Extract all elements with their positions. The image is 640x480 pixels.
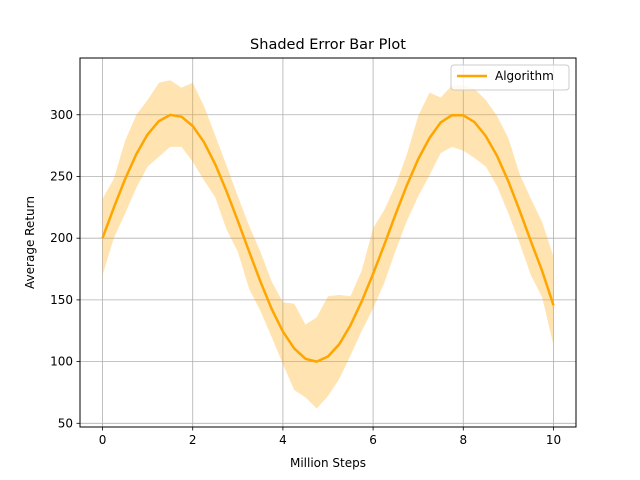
series-line-layer xyxy=(101,113,555,363)
tick-marks xyxy=(76,114,554,431)
y-tick-labels: 50 100 150 200 250 300 xyxy=(50,108,73,431)
y-tick-label: 150 xyxy=(50,293,73,307)
legend-box xyxy=(450,64,570,91)
x-tick-labels: 0 2 4 6 8 10 xyxy=(99,433,561,447)
y-tick-label: 200 xyxy=(50,231,73,245)
x-tick-label: 2 xyxy=(189,433,197,447)
grid xyxy=(80,58,576,427)
y-tick-label: 50 xyxy=(58,416,73,430)
x-tick-label: 8 xyxy=(459,433,467,447)
y-tick-label: 100 xyxy=(50,355,73,369)
x-tick-label: 4 xyxy=(279,433,287,447)
x-axis-title: Million Steps xyxy=(290,456,366,470)
plot-frame xyxy=(79,57,577,428)
legend-label: Algorithm xyxy=(495,69,554,83)
x-tick-label: 10 xyxy=(546,433,561,447)
series-line xyxy=(101,113,555,363)
x-tick-label: 0 xyxy=(99,433,107,447)
legend: Algorithm xyxy=(450,64,570,91)
y-tick-label: 250 xyxy=(50,169,73,183)
x-tick-label: 6 xyxy=(369,433,377,447)
y-tick-label: 300 xyxy=(50,108,73,122)
chart-title: Shaded Error Bar Plot xyxy=(250,37,406,53)
y-axis-title: Average Return xyxy=(23,196,37,289)
